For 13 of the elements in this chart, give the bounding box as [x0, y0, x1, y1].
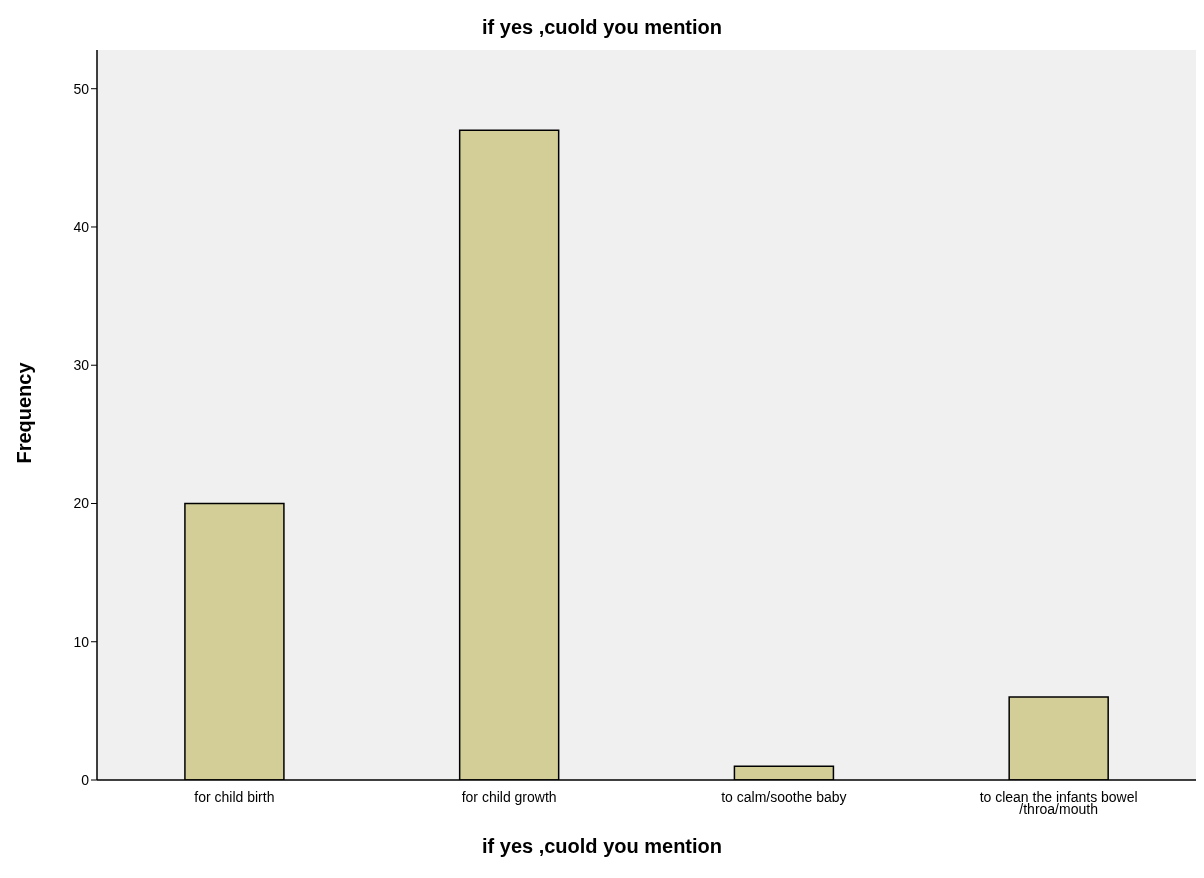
x-tick-label: for child growth: [461, 789, 557, 805]
y-tick-label: 20: [73, 495, 90, 512]
x-axis-title: if yes ,cuold you mention: [481, 834, 723, 858]
x-tick-label: to calm/soothe baby: [721, 789, 847, 805]
y-tick-label: 0: [81, 771, 90, 788]
y-tick-label: 10: [73, 633, 90, 650]
y-tick-label: 30: [73, 357, 90, 374]
y-axis-title: Frequency: [12, 362, 36, 464]
x-tick-label: to clean the infants bowel /throa/mouth: [979, 789, 1138, 817]
y-tick-label: 40: [73, 218, 90, 235]
x-tick-label: for child birth: [194, 789, 275, 805]
y-tick-label: 50: [73, 80, 90, 97]
chart-title: if yes ,cuold you mention: [481, 16, 723, 39]
